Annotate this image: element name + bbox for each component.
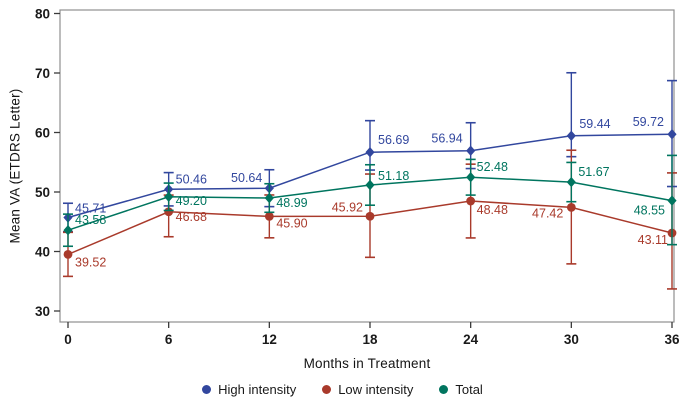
data-point-marker (566, 176, 576, 188)
x-tick-label: 18 (362, 332, 378, 347)
legend-item-total: Total (439, 382, 483, 397)
data-point-label: 43.11 (638, 233, 668, 247)
data-point-marker (466, 196, 476, 206)
y-axis-title: Mean VA (ETDRS Letter) (7, 88, 23, 244)
legend-item-low-intensity: Low intensity (322, 382, 413, 397)
legend: High intensity Low intensity Total (0, 382, 685, 397)
data-point-label: 45.90 (276, 216, 307, 230)
data-point-marker (264, 192, 274, 204)
data-point-label: 52.48 (477, 160, 508, 174)
y-tick-label: 30 (35, 304, 50, 319)
data-point-marker (365, 147, 375, 158)
data-point-marker (566, 130, 576, 141)
y-tick-label: 80 (35, 6, 50, 21)
series-total: 43.58 49.20 48.99 51.18 52.48 51.67 48.55 (63, 154, 677, 248)
data-point-label: 43.58 (75, 213, 106, 227)
data-point-marker (466, 172, 476, 183)
data-point-marker (63, 225, 73, 236)
data-point-label: 50.46 (176, 172, 207, 186)
data-point-label: 39.52 (75, 255, 106, 269)
data-point-label: 49.20 (176, 194, 207, 208)
legend-label: Low intensity (338, 382, 414, 397)
x-tick-label: 30 (564, 332, 579, 347)
legend-marker-icon (322, 385, 332, 394)
data-point-marker (566, 202, 576, 212)
x-tick-label: 36 (664, 332, 680, 347)
data-point-marker (264, 211, 274, 221)
data-point-label: 59.72 (633, 115, 664, 129)
data-point-marker (365, 179, 375, 191)
data-point-marker (466, 145, 476, 156)
x-axis-title: Months in Treatment (303, 356, 431, 371)
legend-marker-icon (439, 385, 449, 394)
y-tick-label: 60 (35, 125, 50, 140)
data-point-marker (667, 129, 677, 140)
data-point-label: 46.68 (176, 210, 207, 224)
data-point-label: 51.18 (378, 169, 409, 183)
data-point-label: 56.94 (431, 132, 462, 146)
y-tick-label: 40 (35, 244, 50, 259)
data-point-label: 50.64 (231, 171, 262, 185)
data-point-marker (667, 195, 677, 206)
legend-item-high-intensity: High intensity (202, 382, 296, 397)
x-tick-label: 0 (64, 332, 72, 347)
legend-label: High intensity (218, 382, 297, 397)
x-tick-label: 12 (262, 332, 277, 347)
y-tick-label: 50 (35, 185, 50, 200)
legend-marker-icon (202, 385, 212, 394)
data-point-marker (164, 207, 174, 217)
data-point-marker (365, 211, 375, 221)
x-tick-label: 6 (165, 332, 173, 347)
data-point-label: 51.67 (578, 165, 609, 179)
data-point-label: 48.55 (634, 204, 665, 218)
data-point-label: 48.48 (477, 203, 508, 217)
data-point-label: 56.69 (378, 133, 409, 147)
data-point-marker (63, 249, 73, 259)
data-point-label: 47.42 (532, 206, 563, 220)
data-point-label: 45.71 (75, 202, 106, 216)
data-point-label: 45.92 (332, 200, 363, 214)
y-tick-label: 70 (35, 66, 50, 81)
data-point-label: 59.44 (579, 117, 610, 131)
x-tick-label: 24 (463, 332, 479, 347)
data-point-label: 48.99 (276, 196, 307, 210)
legend-label: Total (455, 382, 483, 397)
data-point-marker (164, 191, 174, 202)
